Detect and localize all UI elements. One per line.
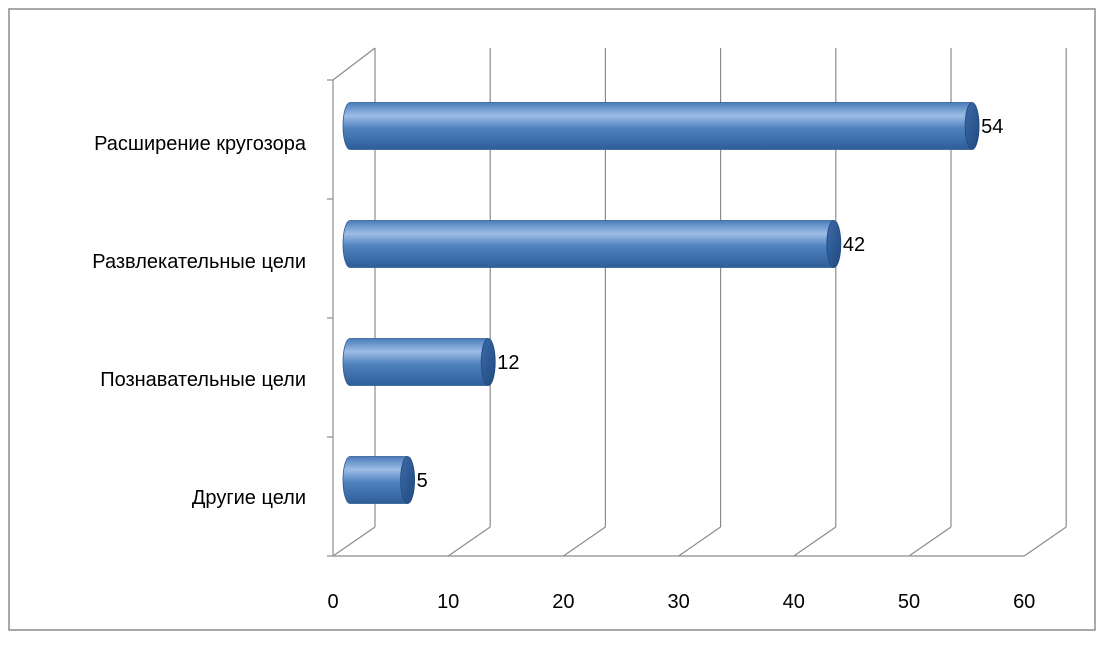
gridline-floor (793, 526, 837, 557)
gridline-floor (1023, 526, 1067, 557)
bar (342, 456, 416, 504)
category-label: Познавательные цели (100, 369, 306, 391)
bar (342, 338, 496, 386)
gridline-floor (678, 526, 721, 557)
gridline-floor (908, 526, 952, 557)
category-label: Развлекательные цели (92, 251, 306, 273)
x-tick-label: 20 (552, 591, 574, 613)
category-label: Другие цели (192, 487, 306, 509)
bar-end-cap (480, 338, 496, 386)
bar-end-cap (964, 102, 980, 150)
x-tick-label: 10 (437, 591, 459, 613)
bar (342, 220, 842, 268)
left-wall-top-edge (332, 47, 376, 81)
axes (327, 79, 1025, 557)
x-tick-label: 0 (327, 591, 338, 613)
bar-end-cap (400, 456, 416, 504)
x-tick-label: 30 (667, 591, 689, 613)
data-label: 5 (417, 470, 428, 492)
bar-body (342, 102, 973, 150)
x-tick-label: 60 (1013, 591, 1035, 613)
bar (342, 102, 980, 150)
data-label: 42 (843, 234, 865, 256)
data-label: 12 (497, 352, 519, 374)
x-tick-label: 50 (898, 591, 920, 613)
bar-body (342, 338, 489, 386)
gridline-floor (563, 526, 606, 557)
bars (342, 102, 980, 504)
data-label: 54 (981, 116, 1003, 138)
bar-end-cap (826, 220, 842, 268)
bar-body (342, 456, 408, 504)
category-label: Расширение кругозора (94, 133, 307, 155)
x-tick-label: 40 (783, 591, 805, 613)
gridline-floor (447, 526, 491, 557)
gridline-floor (332, 526, 376, 557)
bar-body (342, 220, 835, 268)
labels: 0 10 20 30 40 50 60 54 Расширение кругозора 42 Раз… (92, 116, 1035, 613)
